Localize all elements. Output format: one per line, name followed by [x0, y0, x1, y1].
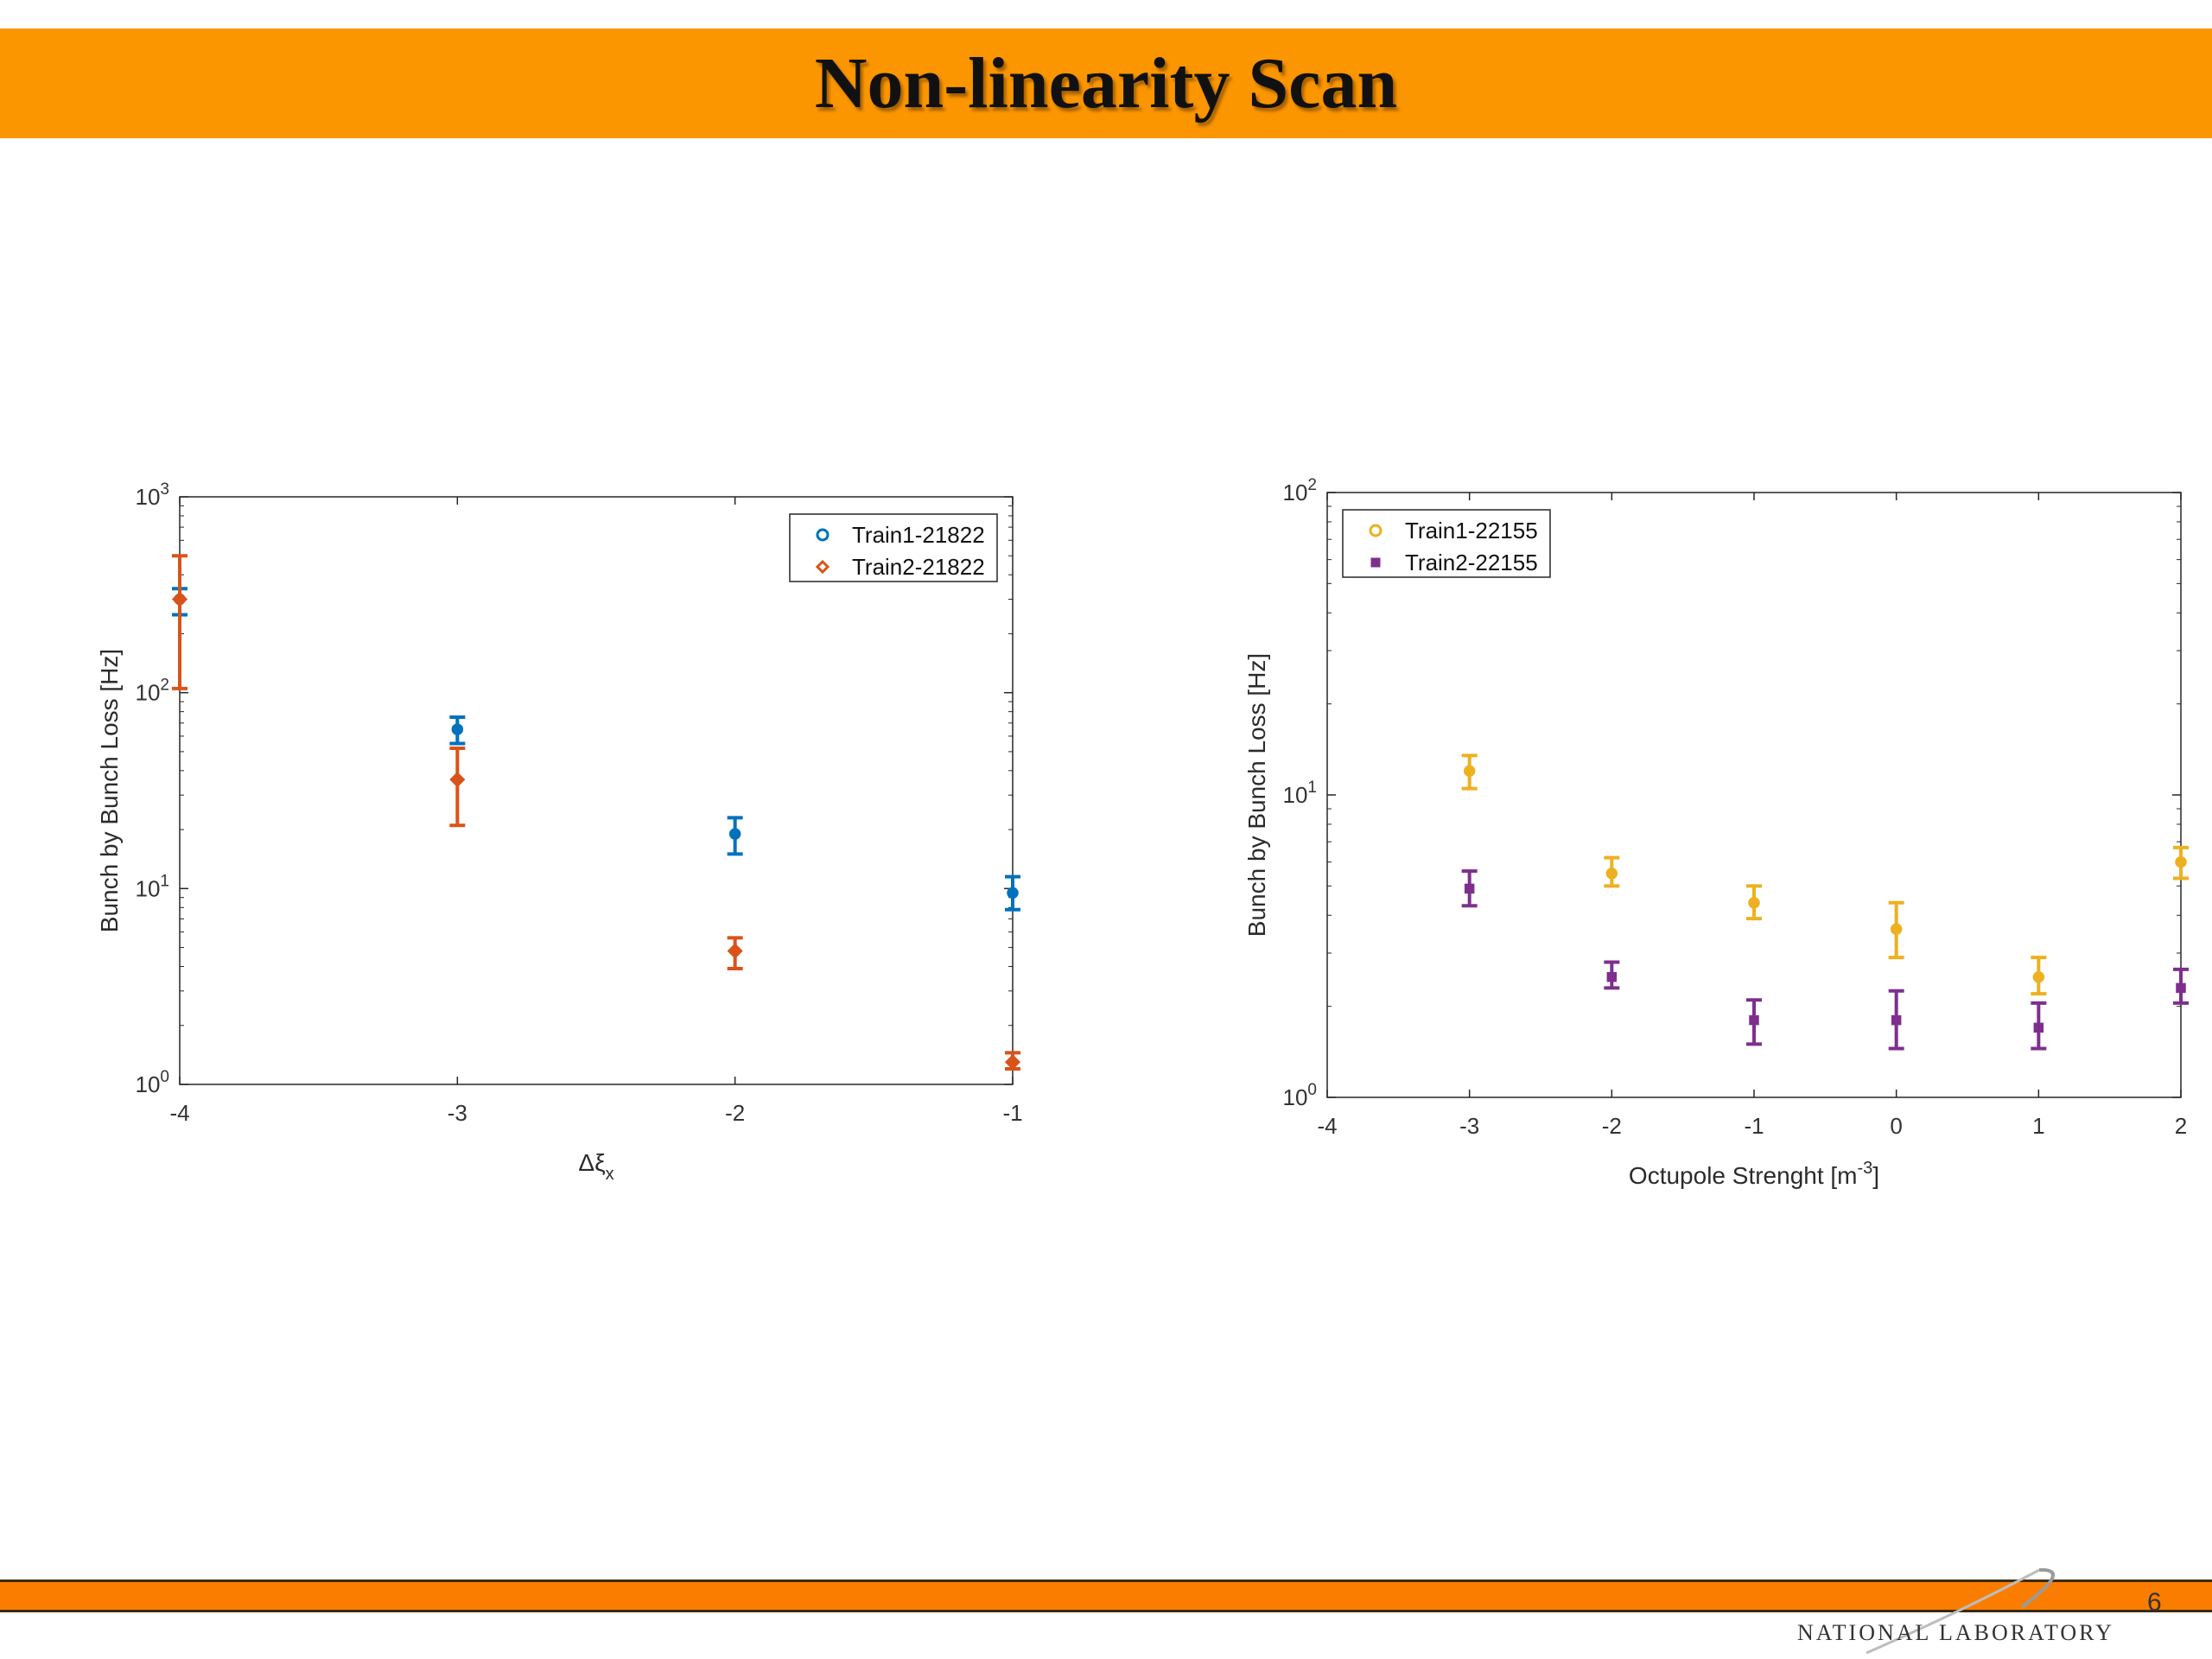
marker-circle: [451, 723, 464, 735]
data-point-train1-22155: [2031, 956, 2047, 996]
marker-circle: [1007, 887, 1019, 899]
data-point-train2-21822: [1004, 1051, 1021, 1071]
y-tick-label: 101: [1283, 779, 1318, 808]
marker-circle: [2175, 855, 2187, 868]
plot-area: [1326, 492, 2182, 1098]
footer-bar: [0, 1580, 2212, 1612]
x-axis-label: Δξx: [578, 1149, 613, 1184]
data-point-train1-21822: [449, 715, 466, 746]
data-point-train2-22155: [2173, 967, 2189, 1005]
data-point-train2-21822: [727, 936, 743, 971]
x-tick-label: 0: [1890, 1113, 1902, 1139]
marker-diamond: [727, 943, 743, 959]
logo-swoosh-icon: [1866, 1567, 2055, 1655]
x-tick-label: -4: [1317, 1113, 1337, 1139]
data-point-train2-21822: [449, 747, 466, 828]
data-point-train2-21822: [171, 554, 188, 690]
data-point-train1-22155: [1604, 855, 1620, 888]
chart-bunch-loss-vs-delta-xi: -4 -3 -2 -1 100 101 102 103 Bunch by Bunch Loss …: [96, 480, 1023, 1184]
x-tick-label: -4: [169, 1100, 189, 1126]
legend: Train1-22155 Train2-22155: [1342, 509, 1551, 578]
x-tick-label: 2: [2175, 1113, 2187, 1139]
logo-text: NATIONAL LABORATORY: [1797, 1620, 2114, 1645]
marker-circle: [1463, 765, 1476, 778]
marker-diamond: [1004, 1054, 1021, 1071]
marker-square: [1891, 1014, 1902, 1026]
y-tick-label: 101: [136, 872, 170, 901]
marker-circle: [1748, 897, 1760, 909]
data-point-train2-22155: [1604, 960, 1620, 990]
x-tick-label: 1: [2032, 1113, 2044, 1139]
y-axis-label: Bunch by Bunch Loss [Hz]: [96, 649, 123, 932]
legend-label: Train2-22155: [1405, 550, 1538, 575]
marker-square: [2176, 982, 2186, 994]
marker-circle: [1890, 923, 1903, 936]
data-point-train2-22155: [2031, 1001, 2047, 1051]
plot-area: [179, 496, 1014, 1085]
y-axis-label: Bunch by Bunch Loss [Hz]: [1243, 653, 1270, 937]
data-point-train1-22155: [1888, 900, 1904, 960]
marker-square: [1464, 883, 1475, 894]
x-tick-label: -3: [448, 1100, 467, 1126]
data-point-train1-21822: [1005, 874, 1020, 912]
title-bar: Non-linearity Scan: [0, 29, 2212, 138]
data-point-train1-22155: [1746, 884, 1762, 921]
y-tick-label: 100: [136, 1068, 170, 1097]
marker-square: [2033, 1022, 2044, 1033]
x-tick-label: -2: [725, 1100, 745, 1126]
legend: Train1-21822 Train2-21822: [789, 513, 998, 582]
data-point-train2-22155: [1461, 869, 1478, 908]
legend-label: Train2-21822: [852, 554, 985, 580]
legend-marker-circle: [816, 528, 830, 542]
legend-label: Train1-22155: [1405, 518, 1538, 543]
legend-marker-square: [1370, 557, 1381, 568]
data-point-train1-21822: [727, 816, 743, 856]
marker-circle: [728, 828, 741, 840]
y-tick-label: 102: [136, 677, 170, 706]
legend-marker-diamond: [815, 559, 830, 575]
marker-diamond: [449, 772, 466, 788]
laboratory-logo: NATIONAL LABORATORY: [1789, 1560, 2169, 1655]
x-tick-label: -1: [1744, 1113, 1764, 1139]
marker-circle: [2032, 970, 2045, 983]
marker-square: [1749, 1014, 1759, 1026]
marker-diamond: [171, 591, 188, 607]
marker-square: [1606, 971, 1618, 982]
y-tick-label: 102: [1283, 476, 1318, 505]
marker-circle: [1605, 868, 1618, 880]
legend-label: Train1-21822: [852, 522, 985, 548]
x-tick-label: -2: [1602, 1113, 1622, 1139]
data-point-train1-22155: [1461, 753, 1478, 791]
slide-title: Non-linearity Scan: [814, 43, 1398, 124]
chart-bunch-loss-vs-octupole: -4 -3 -2 -1 0 1 2 100 101 102 Bunch by Bunch Loss …: [1243, 476, 2189, 1189]
data-point-train2-22155: [1888, 988, 1904, 1051]
y-tick-label: 100: [1283, 1081, 1318, 1110]
x-tick-label: -1: [1002, 1100, 1022, 1126]
data-point-train2-22155: [1746, 998, 1762, 1046]
data-point-train1-22155: [2173, 845, 2189, 880]
page-number: 6: [2147, 1588, 2162, 1617]
legend-marker-circle: [1369, 524, 1382, 537]
x-tick-label: -3: [1459, 1113, 1479, 1139]
y-tick-label: 103: [136, 480, 170, 510]
x-axis-label: Octupole Strenght [m-3]: [1629, 1159, 1879, 1189]
